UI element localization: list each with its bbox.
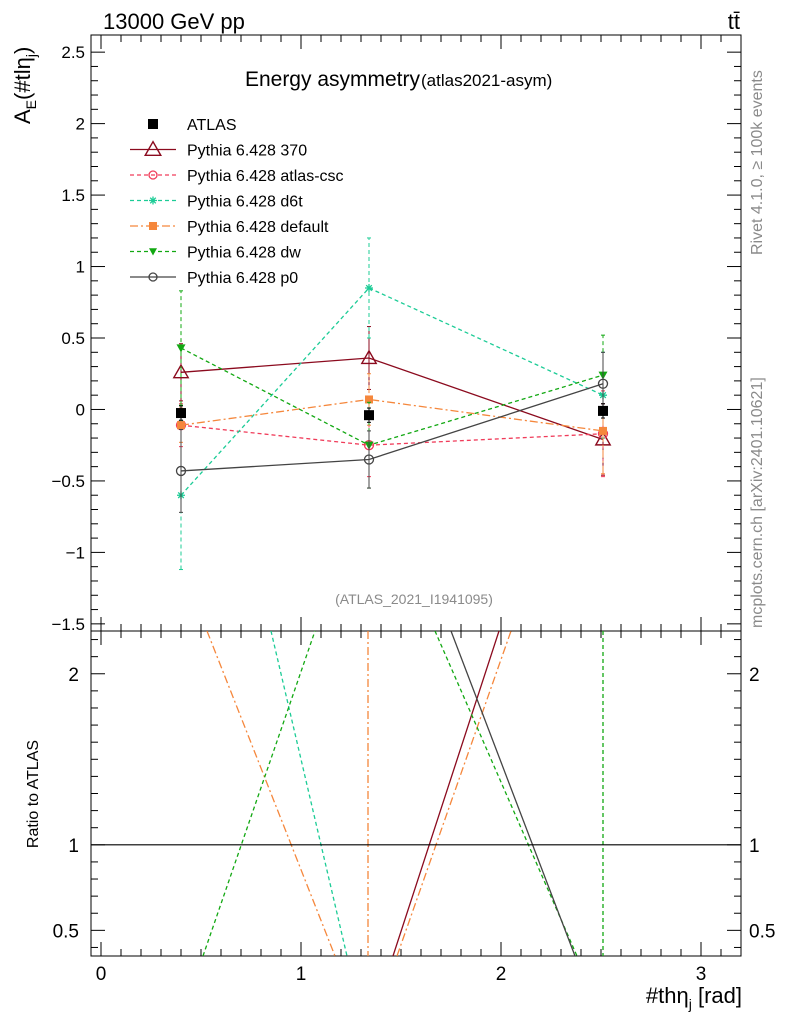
data-point <box>599 426 607 435</box>
legend-entry-pythia-6-428-atlas-csc: Pythia 6.428 atlas-csc <box>130 168 344 185</box>
legend-label: Pythia 6.428 d6t <box>187 194 303 211</box>
ratio-y-axis-label: Ratio to ATLAS <box>25 740 42 848</box>
main-y-axis-label: AE(#tlηj) <box>10 47 39 124</box>
data-point <box>176 344 186 353</box>
x-tick-label: 1 <box>296 964 307 985</box>
x-tick-label: 3 <box>696 964 707 985</box>
series-pythia-6-428-p0 <box>175 351 609 513</box>
legend-marker <box>149 248 157 256</box>
x-tick-label: 0 <box>96 964 107 985</box>
ratio-plot-frame <box>90 630 742 957</box>
series-pythia-6-428-370 <box>172 326 612 476</box>
ratio-line-pythia-6-428-default <box>396 631 512 956</box>
legend-label: Pythia 6.428 atlas-csc <box>187 168 344 185</box>
legend-entry-atlas: ATLAS <box>148 117 237 134</box>
main-y-tick-label: 1.5 <box>61 186 85 205</box>
chart-title: Energy asymmetry <box>245 68 421 91</box>
data-point <box>177 421 185 430</box>
y-label-close: ) <box>10 47 35 54</box>
series-line <box>180 398 604 432</box>
legend-marker <box>149 196 157 205</box>
legend-marker <box>148 272 158 282</box>
y-label-tail-sub: j <box>23 54 39 58</box>
ratio-line-pythia-6-428-dw <box>434 631 578 956</box>
x-label-main: #thη <box>646 983 689 1008</box>
y-label-main: A <box>10 109 35 124</box>
legend-label: ATLAS <box>187 117 237 134</box>
ratio-line-pythia-6-428-d6t <box>270 631 348 956</box>
x-axis-label: #thηj [rad] <box>646 983 742 1012</box>
legend-label: Pythia 6.428 default <box>187 219 329 236</box>
data-point <box>176 408 186 419</box>
ratio-axis-ticks: 0.5 0.5 1 1 2 2 0 1 2 3 <box>53 631 775 985</box>
main-y-tick-label: −1.5 <box>51 615 85 634</box>
legend-entry-pythia-6-428-p0: Pythia 6.428 p0 <box>130 270 298 287</box>
data-point <box>363 454 375 465</box>
data-point <box>597 378 609 389</box>
rivet-version-label: Rivet 4.1.0, ≥ 100k events <box>749 70 766 255</box>
mcplots-label: mcplots.cern.ch [arXiv:2401.10621] <box>749 377 766 628</box>
main-panel: −1.5−1−0.500.511.522.5 Energy asymmetry … <box>10 34 742 634</box>
main-y-tick-label: 2.5 <box>61 43 85 62</box>
data-point <box>364 410 374 421</box>
ratio-y-tick-label: 2 <box>68 665 79 686</box>
data-point <box>365 283 373 292</box>
series-atlas <box>176 403 608 423</box>
legend-marker <box>149 222 157 230</box>
data-point <box>175 465 187 477</box>
legend-marker <box>143 140 163 157</box>
legend: ATLAS Pythia 6.428 370 Pythia 6.428 atlas-… <box>130 117 344 287</box>
main-axis-ticks: −1.5 −1 −0.5 0 0.5 1 1.5 2 2.5 <box>51 35 741 634</box>
ratio-y-tick-label: 1 <box>68 836 79 857</box>
energy-process-label: 13000 GeV pp <box>103 9 245 34</box>
legend-entry-pythia-6-428-370: Pythia 6.428 370 <box>130 140 307 160</box>
legend-entry-pythia-6-428-d6t: Pythia 6.428 d6t <box>130 194 303 211</box>
ratio-series-layer <box>91 631 741 956</box>
series-line <box>180 424 604 446</box>
ratio-line-pythia-6-428-dw <box>202 631 316 956</box>
main-y-tick-label: 1 <box>76 258 85 277</box>
ratio-line-pythia-6-428-p0 <box>450 631 576 956</box>
legend-label: Pythia 6.428 p0 <box>187 270 298 287</box>
x-label-sub: j <box>688 996 692 1012</box>
ratio-panel: 0.5 0.5 1 1 2 2 0 1 2 3 Ratio to ATLAS #thηj [rad… <box>25 630 775 1012</box>
ratio-y-tick-label-right: 0.5 <box>749 921 775 942</box>
data-point <box>172 363 190 379</box>
legend-marker <box>148 119 158 129</box>
ratio-y-tick-label-right: 1 <box>749 836 760 857</box>
series-line <box>180 357 604 441</box>
legend-marker <box>148 170 158 180</box>
process-symbol: tt̄ <box>728 9 740 34</box>
x-tick-label: 2 <box>496 964 507 985</box>
data-point <box>360 349 378 365</box>
main-y-tick-label: 2 <box>76 115 85 134</box>
data-point <box>365 395 373 404</box>
ratio-y-tick-label-right: 2 <box>749 665 760 686</box>
legend-entry-pythia-6-428-default: Pythia 6.428 default <box>130 219 329 236</box>
analysis-id-label: (ATLAS_2021_I1941095) <box>335 591 493 607</box>
series-line <box>180 347 604 446</box>
ratio-line-pythia-6-428-370 <box>392 631 500 956</box>
y-label-sub: E <box>23 100 39 109</box>
data-point <box>598 405 608 416</box>
legend-entry-pythia-6-428-dw: Pythia 6.428 dw <box>130 245 301 262</box>
y-label-tail: (#tlη <box>10 57 35 100</box>
main-y-tick-label: 0 <box>76 400 85 419</box>
main-y-tick-label: −1 <box>66 543 85 562</box>
legend-label: Pythia 6.428 dw <box>187 245 301 262</box>
chart-subtitle: (atlas2021-asym) <box>421 71 552 90</box>
ratio-y-tick-label: 0.5 <box>53 921 79 942</box>
series-line <box>180 287 604 496</box>
series-pythia-6-428-dw <box>176 290 608 489</box>
legend-label: Pythia 6.428 370 <box>187 143 307 160</box>
x-label-unit: [rad] <box>692 983 742 1008</box>
ratio-line-pythia-6-428-default <box>206 631 336 956</box>
series-line <box>180 383 604 472</box>
ratio-lines <box>91 631 741 956</box>
main-series-layer <box>172 237 612 571</box>
main-y-tick-label: 0.5 <box>61 329 85 348</box>
main-y-tick-label: −0.5 <box>51 472 85 491</box>
series-pythia-6-428-default <box>177 373 607 475</box>
